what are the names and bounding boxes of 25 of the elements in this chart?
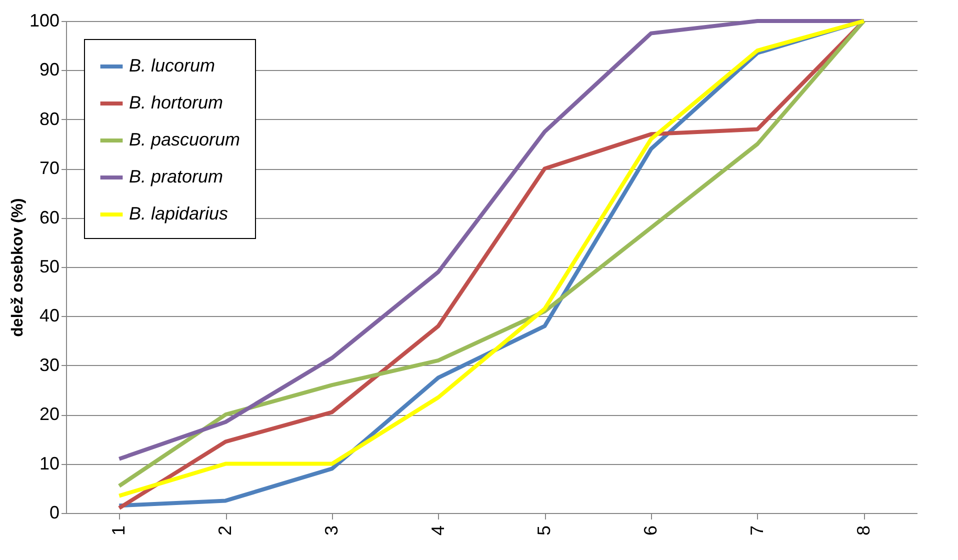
x-tick-label: 7 [746, 526, 767, 536]
x-tick-label: 4 [428, 526, 448, 536]
x-tick-label: 1 [108, 526, 129, 536]
y-tick-label: 60 [39, 207, 60, 228]
y-tick-label: 30 [39, 354, 60, 375]
legend-label: B. pascuorum [129, 130, 240, 150]
y-tick-label: 70 [39, 158, 60, 178]
y-tick-label: 50 [39, 256, 60, 276]
y-axis-title: delež osebkov (%) [9, 198, 26, 337]
y-tick-label: 90 [39, 60, 60, 80]
x-tick-label: 3 [321, 526, 342, 536]
legend-label: B. hortorum [129, 92, 224, 112]
y-tick-label: 100 [29, 10, 60, 30]
y-tick-label: 10 [39, 453, 60, 474]
legend-label: B. pratorum [129, 166, 224, 186]
y-tick-label: 20 [39, 404, 60, 424]
legend-label: B. lapidarius [129, 204, 228, 224]
x-tick-label: 8 [853, 526, 874, 536]
x-tick-label: 6 [640, 526, 661, 536]
legend-label: B. lucorum [129, 56, 216, 76]
y-tick-label: 40 [39, 306, 60, 326]
x-tick-label: 2 [215, 526, 236, 536]
x-tick-label: 5 [534, 526, 554, 536]
y-tick-label: 0 [49, 502, 60, 522]
y-tick-label: 80 [39, 108, 60, 129]
